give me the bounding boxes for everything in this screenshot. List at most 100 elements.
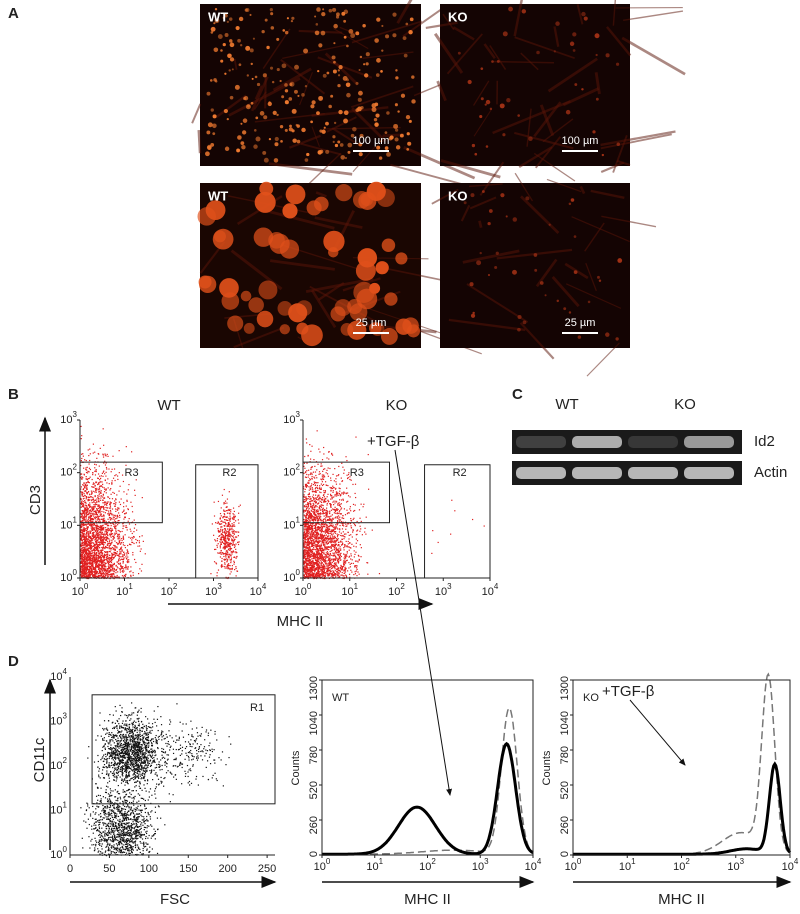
event	[81, 438, 82, 439]
event	[321, 545, 322, 546]
event	[86, 511, 87, 512]
nucleus	[528, 136, 532, 140]
event	[111, 530, 112, 531]
event	[106, 523, 107, 524]
event	[86, 506, 87, 507]
event	[103, 525, 104, 526]
nucleus	[237, 39, 241, 43]
event	[339, 505, 340, 506]
nucleus	[393, 124, 398, 129]
event	[82, 516, 83, 517]
event	[346, 510, 347, 511]
event	[82, 453, 83, 454]
event	[100, 525, 101, 526]
event	[223, 554, 224, 555]
event	[126, 501, 127, 502]
event	[117, 561, 118, 562]
nucleus	[343, 20, 346, 23]
event	[98, 544, 99, 545]
event	[343, 525, 344, 526]
event	[103, 500, 104, 501]
event	[225, 552, 226, 553]
event	[316, 511, 317, 512]
event	[94, 514, 95, 515]
nucleus	[472, 144, 475, 147]
event	[368, 454, 369, 455]
event	[90, 536, 91, 537]
event	[119, 558, 120, 559]
event	[112, 559, 113, 560]
event	[114, 519, 115, 520]
nucleus	[330, 306, 345, 321]
event	[94, 554, 95, 555]
nucleus	[324, 127, 326, 129]
nucleus	[338, 110, 342, 114]
event	[220, 556, 221, 557]
event	[353, 519, 354, 520]
nucleus	[344, 36, 347, 39]
event	[125, 574, 126, 575]
event	[217, 552, 218, 553]
event	[339, 493, 340, 494]
event	[365, 534, 366, 535]
event	[123, 537, 124, 538]
event	[110, 506, 111, 507]
nucleus	[270, 12, 273, 15]
nucleus	[395, 76, 398, 79]
event	[226, 510, 227, 511]
event	[125, 465, 126, 466]
event	[122, 531, 123, 532]
event	[332, 498, 333, 499]
event	[233, 519, 234, 520]
nucleus	[270, 67, 273, 70]
event	[221, 554, 222, 555]
event	[323, 523, 324, 524]
event	[304, 497, 305, 498]
event	[96, 543, 97, 544]
event	[306, 470, 307, 471]
event	[228, 544, 229, 545]
event	[86, 533, 87, 534]
event	[89, 520, 90, 521]
nucleus	[506, 98, 510, 102]
event	[226, 535, 227, 536]
event	[97, 571, 98, 572]
event	[96, 560, 97, 561]
event	[347, 570, 348, 571]
event	[101, 528, 102, 529]
event	[90, 555, 91, 556]
event	[107, 501, 108, 502]
event	[81, 529, 82, 530]
event	[232, 531, 233, 532]
event	[131, 451, 132, 452]
event	[219, 518, 220, 519]
event	[306, 463, 307, 464]
event	[104, 537, 105, 538]
nucleus	[343, 119, 348, 124]
event	[91, 500, 92, 501]
event	[88, 539, 89, 540]
event	[107, 534, 108, 535]
nucleus	[330, 95, 333, 98]
event	[305, 477, 306, 478]
nucleus	[596, 54, 598, 56]
event	[319, 471, 320, 472]
event	[351, 571, 352, 572]
event	[342, 528, 343, 529]
event	[97, 495, 98, 496]
event	[225, 501, 226, 502]
event	[227, 550, 228, 551]
event	[128, 553, 129, 554]
event	[104, 542, 105, 543]
event	[335, 556, 336, 557]
nucleus	[291, 129, 294, 132]
event	[350, 534, 351, 535]
event	[104, 498, 105, 499]
nucleus	[472, 312, 474, 314]
event	[237, 542, 238, 543]
event	[117, 524, 118, 525]
event	[96, 566, 97, 567]
event	[355, 552, 356, 553]
event	[145, 553, 146, 554]
event	[111, 567, 112, 568]
